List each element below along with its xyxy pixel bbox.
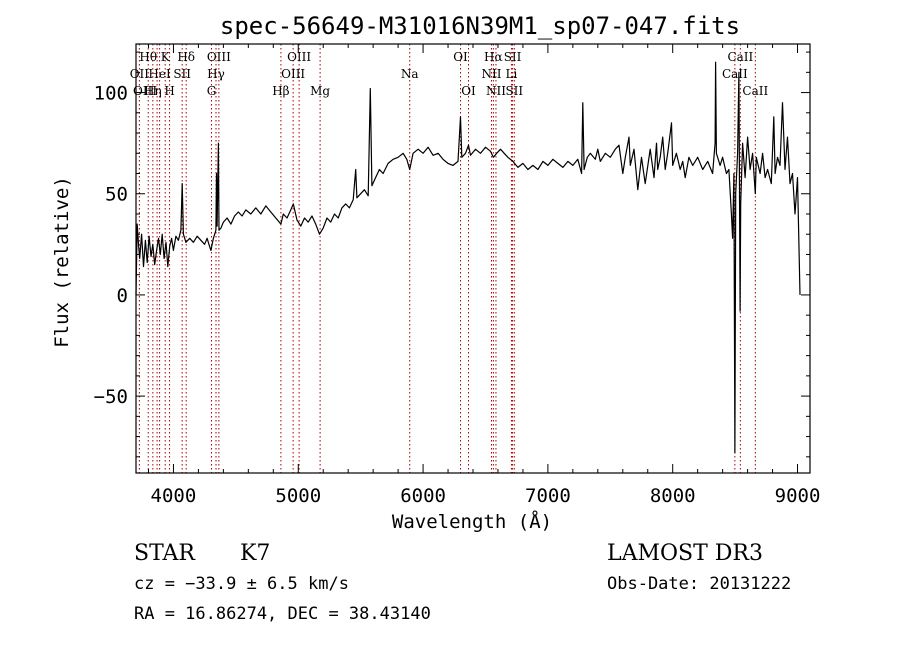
survey-name: LAMOST DR3 (607, 541, 763, 566)
coordinates: RA = 16.86274, DEC = 38.43140 (134, 604, 431, 624)
line-label-1: OII (130, 67, 150, 81)
y-axis-label: Flux (relative) (51, 176, 73, 348)
y-tick-label-2: 50 (105, 184, 128, 206)
line-label-13: OIII (281, 67, 305, 81)
line-label-16: Na (401, 67, 419, 81)
emission-line-markers (138, 44, 756, 473)
line-label-26: CaII (722, 67, 748, 81)
observation-date: Obs-Date: 20131222 (607, 574, 791, 594)
object-subclass: K7 (240, 541, 270, 566)
line-label-20: SII (504, 50, 522, 64)
y-tick-label-3: 100 (94, 83, 128, 105)
line-label-4: HeI (148, 67, 171, 81)
emission-line-labels: Hθ OII OIII K HeI Hη H SII Hδ OIII Hγ G OIII OIII Hβ Mg… (130, 50, 769, 98)
line-label-8: Hδ (177, 50, 195, 64)
line-label-2: OIII (133, 84, 157, 98)
line-label-3: K (161, 50, 171, 64)
x-tick-label-5: 9000 (775, 485, 821, 507)
redshift-velocity: cz = −33.9 ± 6.5 km/s (134, 574, 349, 594)
line-label-19: Hα (484, 50, 503, 64)
line-label-9: OIII (207, 50, 231, 64)
line-label-14: Hβ (272, 84, 289, 98)
spectrum-line (135, 61, 801, 454)
line-label-23: NII (486, 84, 506, 98)
line-label-7: SII (173, 67, 191, 81)
plot-frame (135, 43, 811, 474)
x-tick-label-1: 5000 (275, 485, 321, 507)
line-label-6: H (164, 84, 174, 98)
y-axis: −50 0 50 100 (94, 51, 810, 458)
line-label-11: G (207, 84, 217, 98)
line-label-24: SII (505, 84, 523, 98)
y-tick-label-0: −50 (94, 386, 128, 408)
y-tick-label-1: 0 (117, 285, 128, 307)
line-label-17: OI (453, 50, 468, 64)
line-label-5: Hη (144, 84, 162, 98)
line-label-25: CaII (727, 50, 753, 64)
line-label-27: CaII (742, 84, 768, 98)
x-tick-label-2: 6000 (400, 485, 446, 507)
line-label-12: OIII (287, 50, 311, 64)
chart-title: spec-56649-M31016N39M1_sp07-047.fits (220, 12, 740, 40)
line-label-22: Li (506, 67, 518, 81)
x-tick-label-0: 4000 (151, 485, 197, 507)
object-class: STAR (134, 541, 196, 566)
x-tick-label-4: 8000 (650, 485, 696, 507)
x-tick-label-3: 7000 (525, 485, 571, 507)
line-label-21: NII (481, 67, 501, 81)
line-label-0: Hθ (139, 50, 157, 64)
line-label-18: OI (461, 84, 476, 98)
x-axis: 4000 5000 6000 7000 8000 9000 (147, 44, 821, 507)
x-axis-label: Wavelength (Å) (392, 510, 552, 533)
line-label-10: Hγ (207, 67, 225, 81)
line-label-15: Mg (310, 84, 330, 98)
